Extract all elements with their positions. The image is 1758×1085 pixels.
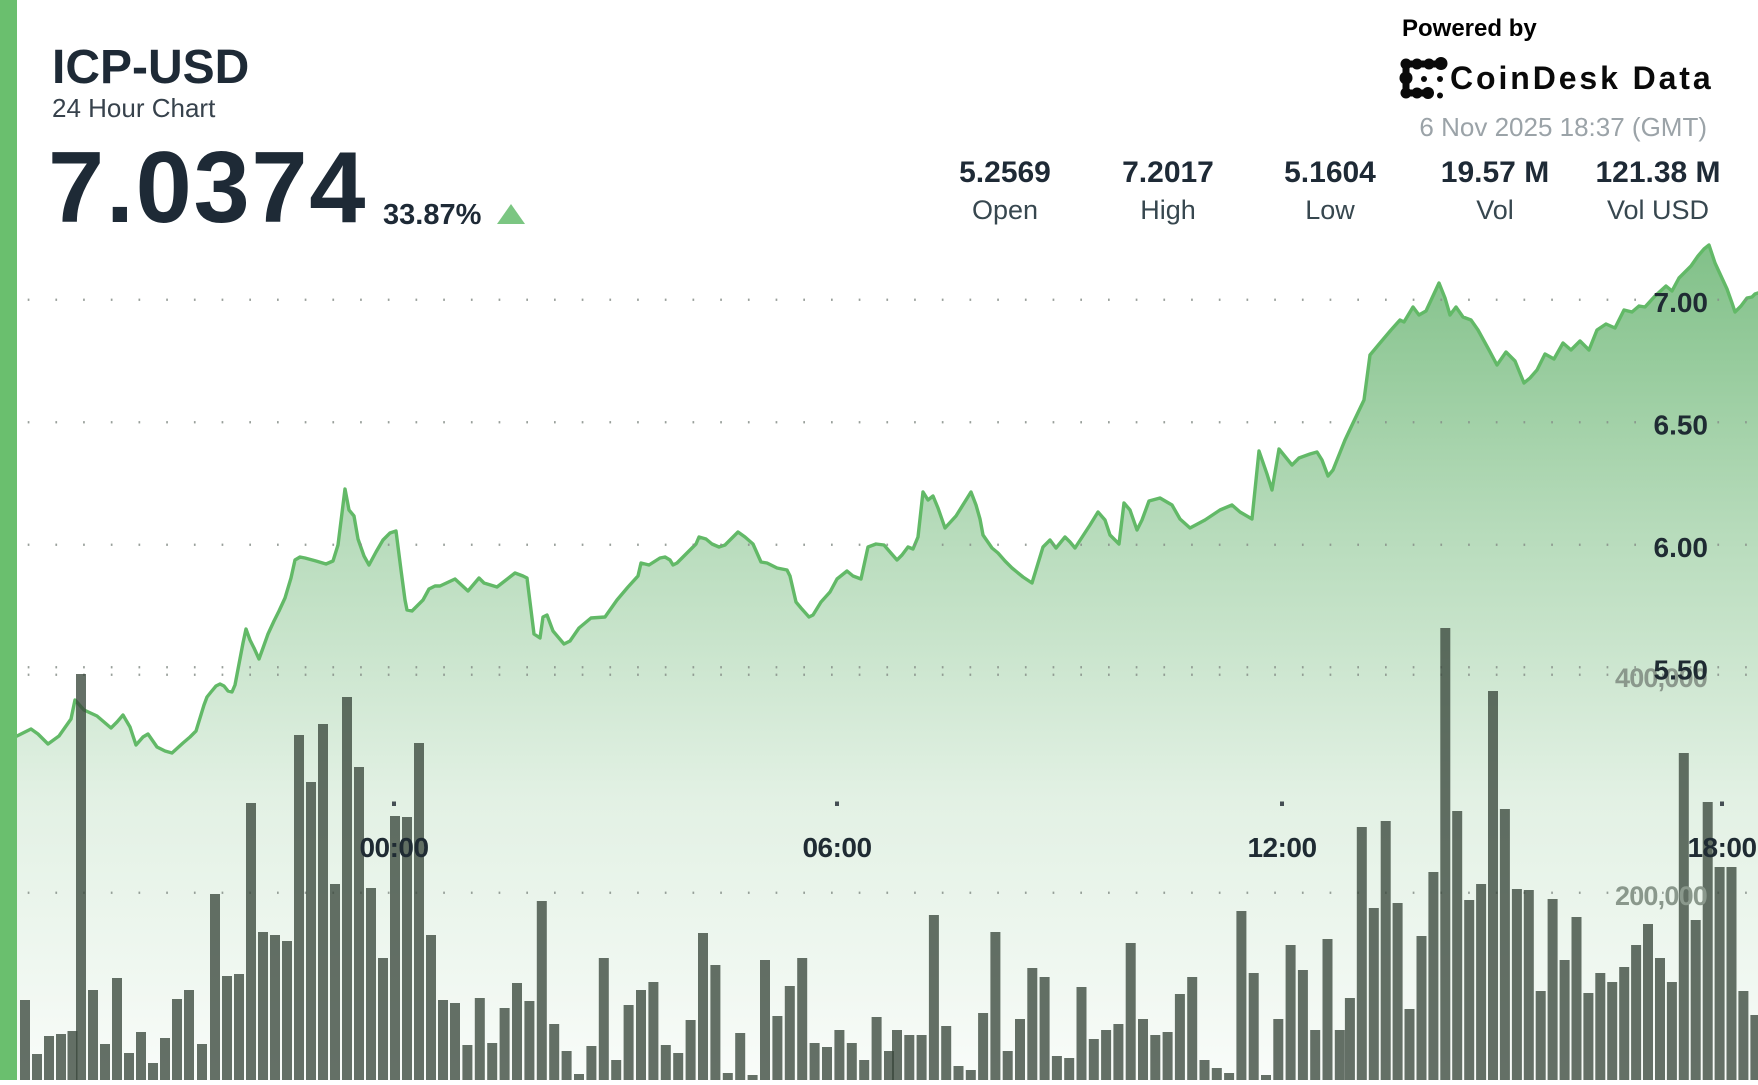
svg-text:5.1604: 5.1604 <box>1284 156 1376 189</box>
svg-text:7.2017: 7.2017 <box>1122 156 1214 189</box>
svg-text:5.50: 5.50 <box>1654 655 1709 686</box>
svg-text:High: High <box>1140 195 1196 225</box>
svg-text:7.00: 7.00 <box>1654 287 1709 318</box>
svg-text:24 Hour Chart: 24 Hour Chart <box>52 93 216 123</box>
svg-text:Vol USD: Vol USD <box>1607 195 1709 225</box>
svg-text:CoinDesk Data: CoinDesk Data <box>1450 60 1714 96</box>
svg-text:Low: Low <box>1305 195 1355 225</box>
svg-text:12:00: 12:00 <box>1247 832 1316 863</box>
svg-text:400,000: 400,000 <box>1615 663 1707 693</box>
svg-text:200,000: 200,000 <box>1615 881 1707 911</box>
svg-text:18:00: 18:00 <box>1687 832 1756 863</box>
svg-text:Vol: Vol <box>1476 195 1514 225</box>
svg-text:Open: Open <box>972 195 1038 225</box>
svg-text:6.00: 6.00 <box>1654 532 1709 563</box>
svg-text:ICP-USD: ICP-USD <box>52 41 249 94</box>
svg-text:19.57 M: 19.57 M <box>1441 156 1549 189</box>
svg-text:6.50: 6.50 <box>1654 410 1709 441</box>
svg-text:121.38 M: 121.38 M <box>1595 156 1720 189</box>
svg-text:Powered by: Powered by <box>1402 15 1537 42</box>
svg-text:7.0374: 7.0374 <box>48 132 367 244</box>
svg-text:06:00: 06:00 <box>802 832 871 863</box>
svg-text:6 Nov 2025 18:37 (GMT): 6 Nov 2025 18:37 (GMT) <box>1419 112 1707 142</box>
svg-text:5.2569: 5.2569 <box>959 156 1051 189</box>
svg-text:00:00: 00:00 <box>359 832 428 863</box>
svg-text:33.87%: 33.87% <box>383 199 482 231</box>
